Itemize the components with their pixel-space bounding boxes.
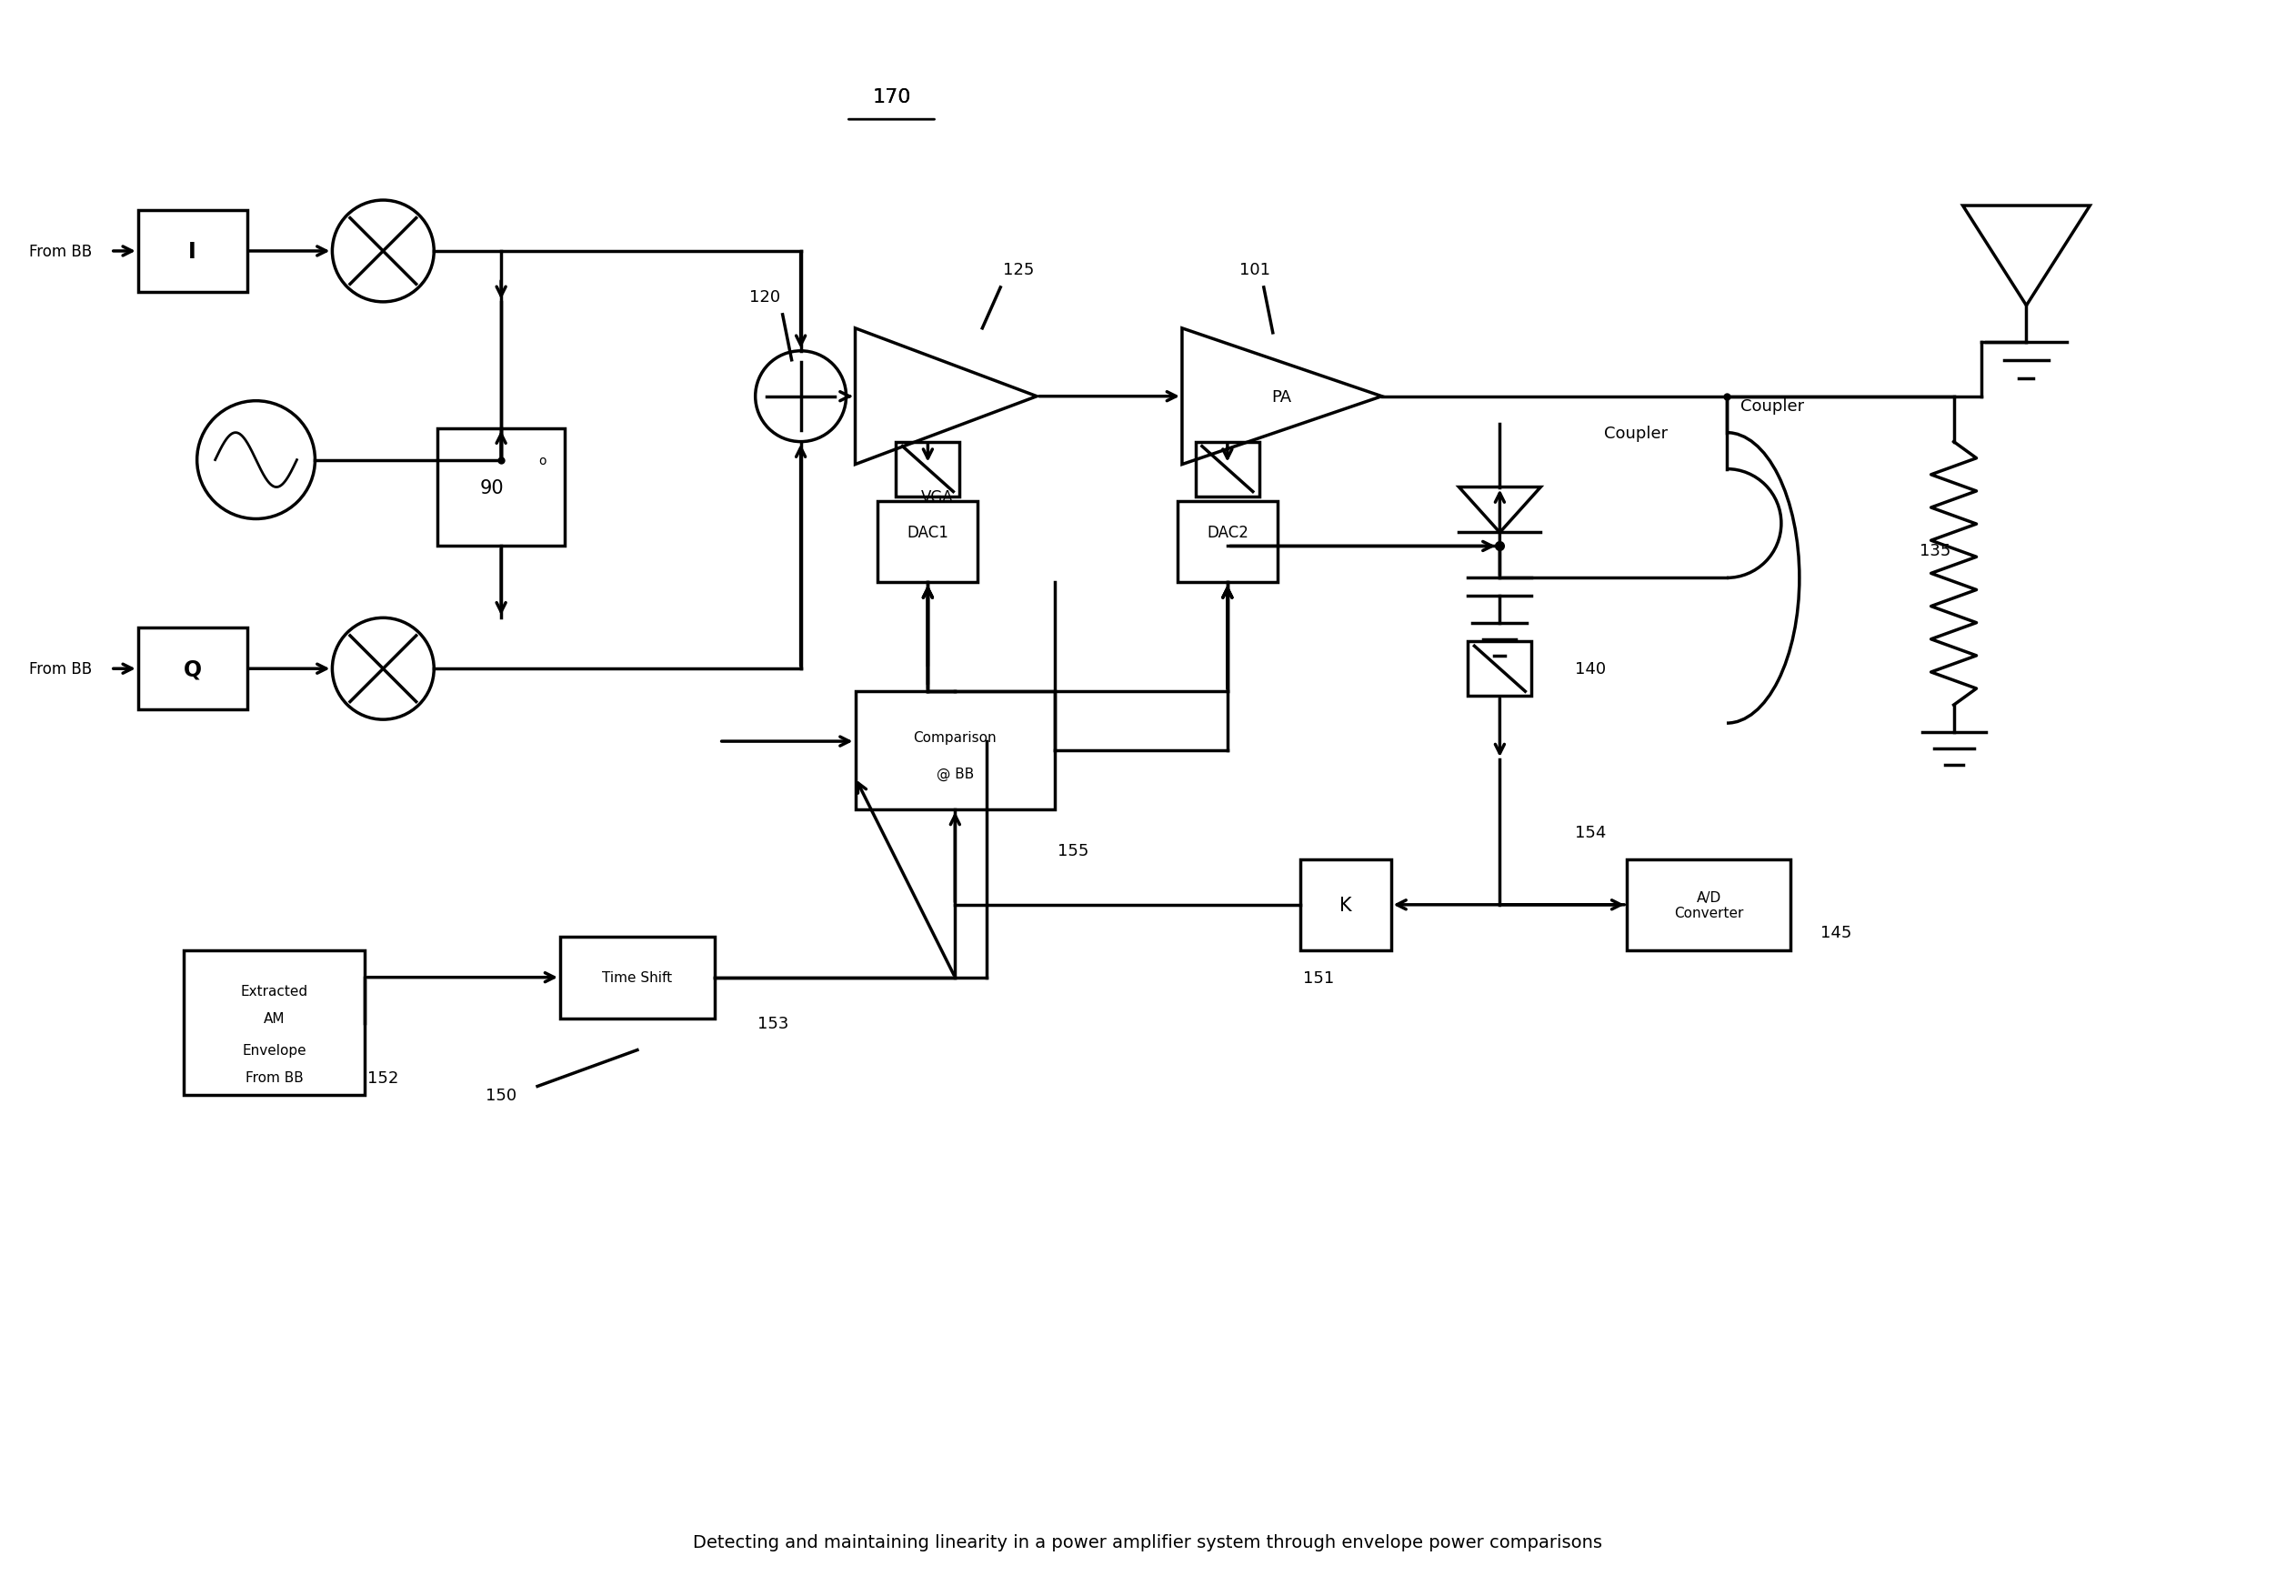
Bar [877,501,978,583]
Title: Detecting and maintaining linearity in a power amplifier system through envelope: Detecting and maintaining linearity in a… [693,1534,1603,1550]
Text: Envelope: Envelope [241,1044,305,1057]
Text: 125: 125 [1003,262,1033,278]
Text: Coupler: Coupler [1605,425,1667,442]
Bar [439,429,565,547]
Bar [895,442,960,496]
Bar [854,691,1054,809]
Text: 140: 140 [1575,661,1607,677]
Text: From BB: From BB [246,1071,303,1084]
Bar [1628,860,1791,951]
Text: Extracted: Extracted [241,985,308,998]
Text: 153: 153 [758,1015,790,1031]
Text: 150: 150 [487,1087,517,1104]
Text: AM: AM [264,1012,285,1025]
Text: 101: 101 [1240,262,1270,278]
Text: K: K [1339,895,1352,915]
Text: From BB: From BB [30,244,92,260]
Text: @ BB: @ BB [937,766,974,780]
Text: 170: 170 [872,88,912,107]
Text: 170: 170 [872,88,912,107]
Text: Coupler: Coupler [1740,397,1805,415]
Text: 145: 145 [1821,924,1851,940]
Bar [1196,442,1258,496]
Text: 152: 152 [367,1069,400,1085]
Text: Q: Q [184,658,202,680]
Text: PA: PA [1272,389,1293,405]
Text: VGA: VGA [921,488,953,504]
Text: From BB: From BB [30,661,92,677]
Bar [1300,860,1391,951]
Text: o: o [537,455,546,466]
Text: A/D
Converter: A/D Converter [1674,891,1743,919]
Bar [560,937,714,1018]
Text: 90: 90 [480,479,505,496]
Text: 155: 155 [1058,843,1088,859]
Text: 120: 120 [748,289,781,305]
Text: Comparison: Comparison [914,731,996,744]
Text: 151: 151 [1302,969,1334,986]
Bar [184,951,365,1095]
Text: 135: 135 [1919,543,1952,559]
Text: I: I [188,241,197,263]
Bar [1467,642,1531,696]
Bar [138,211,248,292]
Text: 154: 154 [1575,824,1607,841]
Bar [1178,501,1277,583]
Text: Time Shift: Time Shift [602,970,673,985]
Text: DAC2: DAC2 [1208,525,1249,541]
Bar [138,629,248,710]
Text: DAC1: DAC1 [907,525,948,541]
